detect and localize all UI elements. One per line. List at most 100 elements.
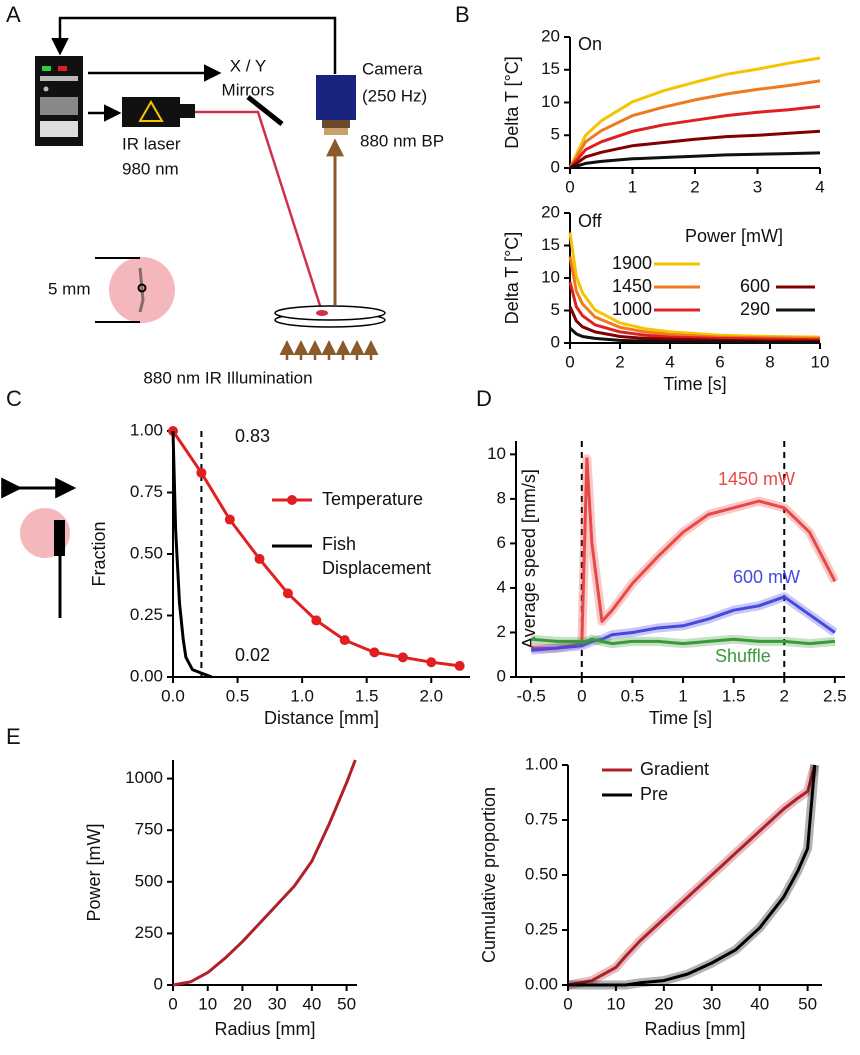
y-axis-label: Delta T [°C] — [502, 232, 522, 325]
legend-label: 600 mW — [733, 567, 800, 587]
panel-label: B — [455, 2, 470, 27]
annotation: 0.02 — [235, 645, 270, 665]
y-axis-label: Power [mW] — [84, 823, 104, 921]
x-tick-label: 20 — [654, 994, 673, 1013]
x-axis-label: Time [s] — [663, 374, 726, 394]
setup-diagram — [35, 16, 386, 360]
x-tick-label: 40 — [750, 994, 769, 1013]
diagram-label: 5 mm — [48, 279, 91, 298]
panel-label: C — [6, 386, 22, 411]
stimulus-icon — [1, 477, 77, 618]
data-line — [531, 457, 837, 650]
x-tick-label: 1.0 — [290, 686, 314, 705]
y-tick-label: 20 — [541, 26, 560, 45]
annotation: On — [578, 34, 602, 54]
y-tick-label: 4 — [497, 577, 506, 596]
y-tick-label: 0.50 — [130, 543, 163, 562]
legend-label: 1450 — [612, 276, 652, 296]
diagram-label: 880 nm IR Illumination — [143, 368, 312, 387]
data-line — [568, 764, 817, 987]
y-tick-label: 10 — [541, 92, 560, 111]
confidence-band — [567, 763, 820, 990]
y-tick-label: 2 — [497, 622, 506, 641]
y-tick-label: 5 — [551, 125, 560, 144]
x-tick-label: 30 — [268, 994, 287, 1013]
panel-label: E — [6, 724, 21, 749]
x-tick-label: 40 — [302, 994, 321, 1013]
y-tick-label: 20 — [541, 202, 560, 221]
diagram-label: 880 nm BP — [360, 131, 444, 150]
y-tick-label: 0 — [497, 666, 506, 685]
x-tick-label: 50 — [337, 994, 356, 1013]
x-tick-label: 20 — [233, 994, 252, 1013]
x-axis-label: Radius [mm] — [214, 1019, 315, 1039]
x-tick-label: 30 — [702, 994, 721, 1013]
y-tick-label: 6 — [497, 533, 506, 552]
data-line — [568, 232, 821, 339]
diagram-label: Mirrors — [222, 80, 275, 99]
y-tick-label: 8 — [497, 488, 506, 507]
x-axis-label: Distance [mm] — [264, 708, 379, 728]
confidence-band — [568, 764, 820, 990]
y-axis-label: Fraction — [89, 521, 109, 586]
data-line — [568, 281, 821, 342]
data-line — [567, 764, 817, 987]
legend-label: Gradient — [640, 759, 709, 779]
annotation: 0.83 — [235, 426, 270, 446]
y-tick-label: 250 — [135, 923, 163, 942]
legend-label: 1000 — [612, 299, 652, 319]
panel-label: A — [6, 2, 21, 27]
legend-label: Temperature — [322, 489, 423, 509]
y-tick-label: 1.00 — [130, 420, 163, 439]
y-tick-label: 0.25 — [130, 605, 163, 624]
y-tick-label: 1000 — [125, 768, 163, 787]
x-tick-label: 0.0 — [161, 686, 185, 705]
x-tick-label: -0.5 — [517, 686, 546, 705]
y-tick-label: 0.75 — [525, 809, 558, 828]
y-tick-label: 0.00 — [130, 666, 163, 685]
y-tick-label: 0.00 — [525, 974, 558, 993]
x-tick-label: 0 — [565, 177, 574, 196]
data-line — [531, 595, 836, 652]
y-tick-label: 500 — [135, 871, 163, 890]
data-point — [282, 588, 293, 599]
data-line — [568, 56, 821, 169]
x-tick-label: 10 — [606, 994, 625, 1013]
data-line — [568, 256, 821, 340]
x-tick-label: 0 — [168, 994, 177, 1013]
diagram-label: IR laser — [122, 134, 181, 153]
data-point — [196, 467, 207, 478]
x-tick-label: 4 — [665, 352, 674, 371]
legend-label: 1900 — [612, 253, 652, 273]
data-line — [569, 129, 821, 170]
legend-label: Fish Displacement — [322, 534, 432, 578]
x-tick-label: 2 — [690, 177, 699, 196]
x-tick-label: 10 — [811, 352, 830, 371]
x-tick-label: 6 — [715, 352, 724, 371]
y-tick-label: 750 — [135, 820, 163, 839]
x-tick-label: 2.5 — [823, 686, 847, 705]
panel-label: D — [476, 386, 492, 411]
x-tick-label: 0 — [563, 994, 572, 1013]
diagram-label: (250 Hz) — [362, 86, 427, 105]
y-tick-label: 0 — [551, 332, 560, 351]
x-tick-label: 2 — [780, 686, 789, 705]
y-tick-label: 0.50 — [525, 864, 558, 883]
x-tick-label: 8 — [765, 352, 774, 371]
y-axis-label: Delta T [°C] — [502, 56, 522, 149]
y-axis-label: Cumulative proportion — [479, 787, 499, 963]
data-line — [531, 637, 836, 646]
y-tick-label: 0.75 — [130, 482, 163, 501]
x-axis-label: Time [s] — [649, 708, 712, 728]
y-tick-label: 5 — [551, 300, 560, 319]
x-tick-label: 1 — [628, 177, 637, 196]
diagram-label: Camera — [362, 59, 423, 78]
x-tick-label: 0 — [577, 686, 586, 705]
legend-label-box: Fish Displacement — [322, 534, 432, 578]
x-tick-label: 4 — [815, 177, 824, 196]
x-tick-label: 1.5 — [722, 686, 746, 705]
x-tick-label: 2 — [615, 352, 624, 371]
legend-marker — [287, 495, 297, 505]
data-line — [569, 151, 821, 170]
